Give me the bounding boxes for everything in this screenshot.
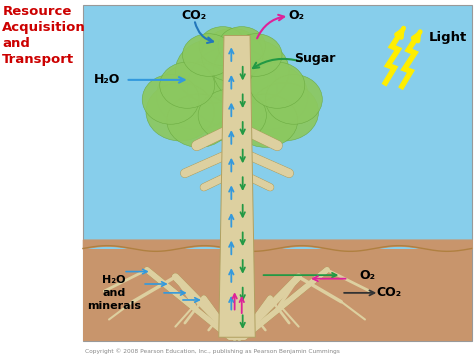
Ellipse shape <box>175 39 251 103</box>
Ellipse shape <box>233 94 298 147</box>
Ellipse shape <box>218 27 265 66</box>
Text: Resource
Acquisition
and
Transport: Resource Acquisition and Transport <box>2 5 86 66</box>
Polygon shape <box>219 36 255 337</box>
Text: Copyright © 2008 Pearson Education, Inc., publishing as Pearson Benjamin Cumming: Copyright © 2008 Pearson Education, Inc.… <box>85 349 340 354</box>
Ellipse shape <box>250 62 305 108</box>
Text: H₂O: H₂O <box>93 73 120 86</box>
Text: O₂: O₂ <box>288 10 304 22</box>
Ellipse shape <box>201 28 263 82</box>
Text: CO₂: CO₂ <box>376 286 401 299</box>
Text: Sugar: Sugar <box>294 52 336 65</box>
Ellipse shape <box>228 62 308 130</box>
Ellipse shape <box>182 34 235 76</box>
Text: Light: Light <box>429 31 467 44</box>
Bar <box>83 5 472 341</box>
Text: CO₂: CO₂ <box>182 10 207 22</box>
Ellipse shape <box>146 83 214 141</box>
Ellipse shape <box>230 34 282 76</box>
Ellipse shape <box>213 39 289 103</box>
Ellipse shape <box>167 94 231 147</box>
Ellipse shape <box>160 62 215 108</box>
Ellipse shape <box>198 89 266 142</box>
Text: O₂: O₂ <box>359 269 375 282</box>
Ellipse shape <box>156 62 237 130</box>
Ellipse shape <box>142 75 199 124</box>
Text: H₂O
and
minerals: H₂O and minerals <box>87 275 141 311</box>
Ellipse shape <box>250 83 319 141</box>
Ellipse shape <box>265 75 322 124</box>
Bar <box>83 248 472 341</box>
Ellipse shape <box>199 27 246 66</box>
Ellipse shape <box>187 46 277 128</box>
